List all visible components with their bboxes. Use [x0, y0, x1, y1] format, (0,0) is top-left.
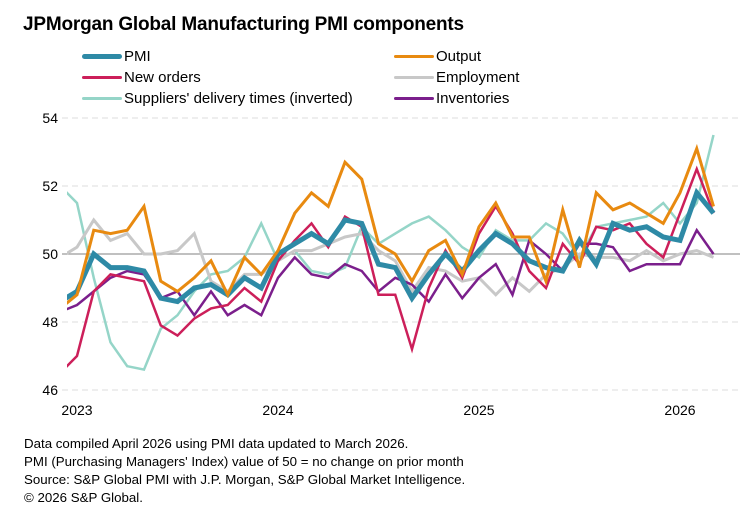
legend-item-employment: Employment: [394, 67, 519, 87]
y-tick-label: 54: [42, 110, 58, 126]
series-line-pmi: [67, 187, 716, 305]
series-line-suppliers-delivery-times-inverted: [67, 134, 715, 372]
footnotes: Data compiled April 2026 using PMI data …: [24, 435, 465, 507]
legend-swatch-new-orders: [82, 75, 122, 79]
x-tick-label: 2026: [664, 402, 695, 418]
y-tick-label: 50: [42, 246, 58, 262]
legend-label: Suppliers' delivery times (inverted): [124, 89, 353, 107]
legend-swatch-suppliers: [82, 96, 122, 100]
y-tick-label: 52: [42, 178, 58, 194]
legend-swatch-employment: [394, 75, 434, 79]
x-tick-label: 2025: [463, 402, 494, 418]
footnote-copyright: © 2026 S&P Global.: [24, 490, 143, 505]
legend-swatch-pmi: [82, 53, 122, 59]
legend-item-output: Output: [394, 46, 481, 66]
x-tick-label: 2023: [61, 402, 92, 418]
series-line-new-orders: [67, 165, 715, 368]
y-tick-label: 48: [42, 314, 58, 330]
legend-label: Output: [436, 47, 482, 65]
legend-swatch-inventories: [394, 96, 434, 100]
legend-item-suppliers: Suppliers' delivery times (inverted): [82, 88, 353, 108]
legend-label: New orders: [124, 68, 201, 86]
series-line-output: [67, 143, 715, 305]
legend-label: Employment: [436, 68, 520, 86]
footnote-definition: PMI (Purchasing Managers' Index) value o…: [24, 454, 464, 469]
chart-title: JPMorgan Global Manufacturing PMI compon…: [23, 14, 464, 35]
legend-item-pmi: PMI: [82, 46, 151, 66]
footnote-compiled: Data compiled April 2026 using PMI data …: [24, 436, 409, 451]
series-line-employment: [67, 217, 715, 297]
legend-swatch-output: [394, 54, 434, 58]
legend-label: PMI: [124, 47, 151, 65]
legend-item-inventories: Inventories: [394, 88, 509, 108]
y-tick-label: 46: [42, 382, 58, 398]
legend-item-new-orders: New orders: [82, 67, 201, 87]
x-tick-label: 2024: [262, 402, 293, 418]
footnote-source: Source: S&P Global PMI with J.P. Morgan,…: [24, 472, 466, 487]
legend-label: Inventories: [436, 89, 510, 107]
